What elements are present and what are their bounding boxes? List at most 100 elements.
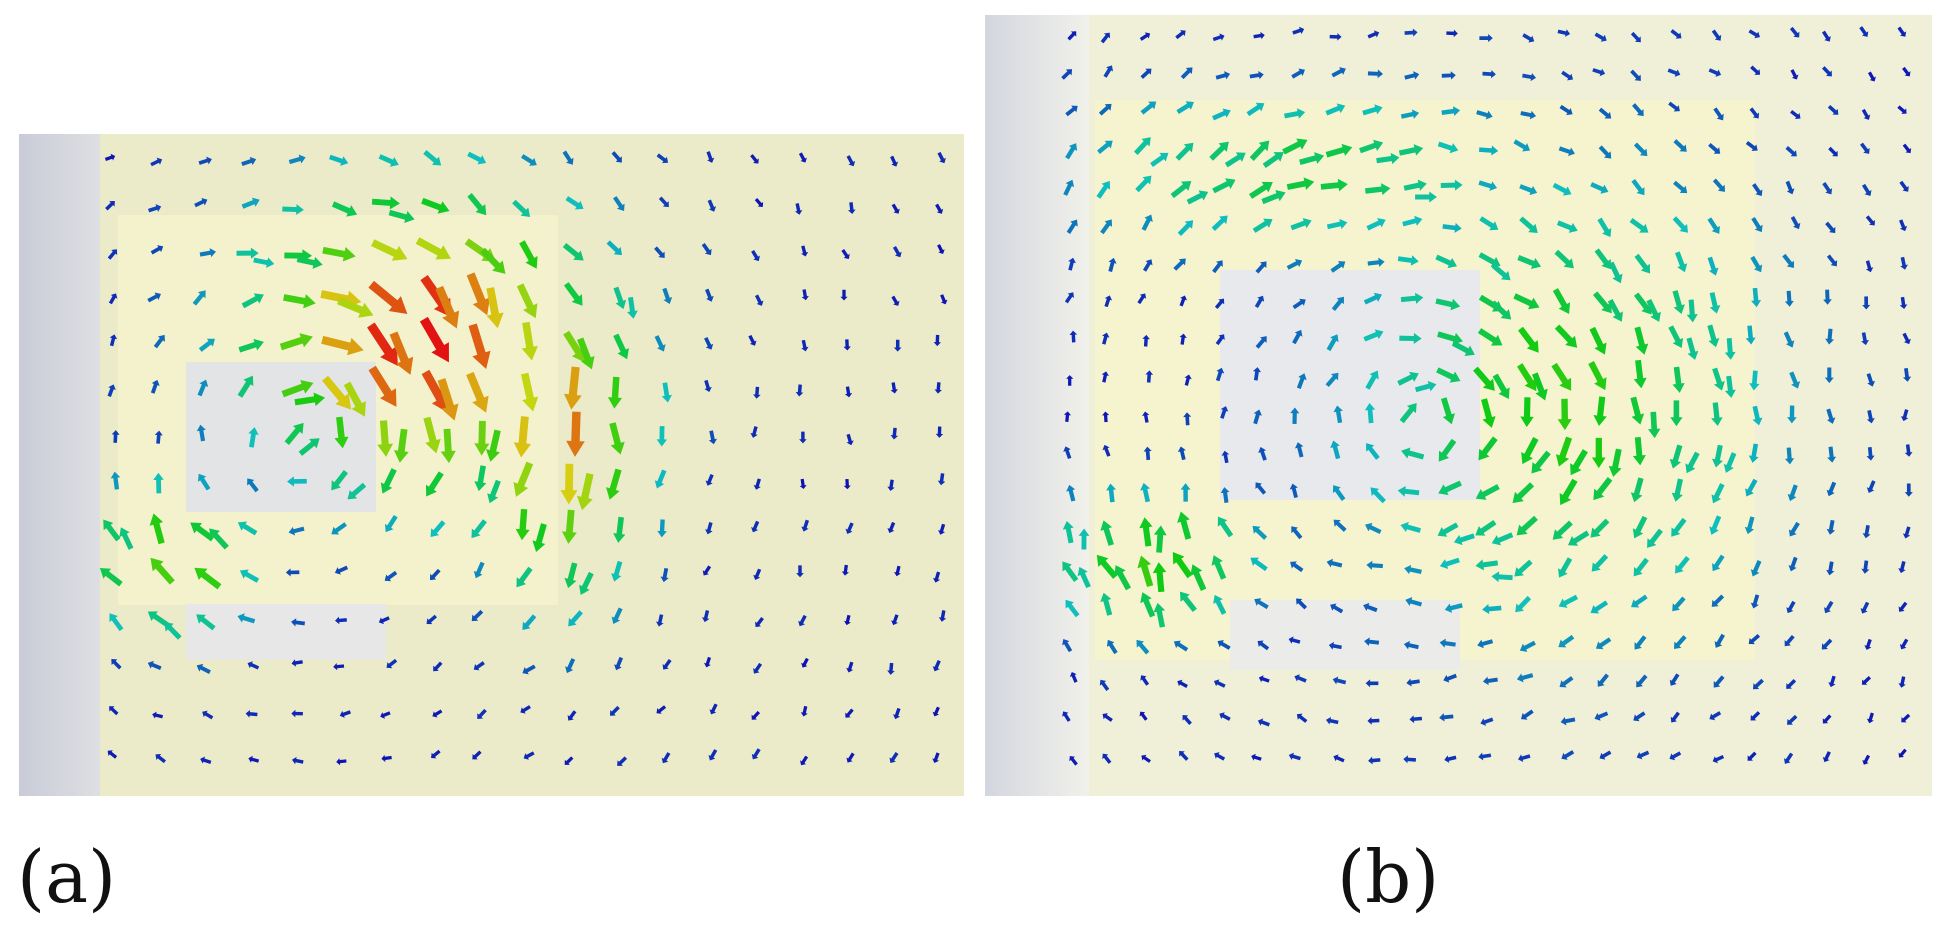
current-arrow — [1712, 367, 1725, 391]
current-arrow — [432, 709, 443, 718]
current-arrow — [893, 565, 901, 577]
current-arrow — [1399, 332, 1422, 345]
current-arrow — [1140, 675, 1150, 686]
current-arrow — [371, 196, 400, 210]
current-arrow — [153, 334, 165, 349]
current-arrow — [1365, 679, 1379, 688]
current-arrow — [1404, 28, 1418, 37]
current-arrow — [471, 519, 487, 539]
current-arrow — [150, 157, 163, 167]
current-arrow — [1713, 107, 1724, 121]
current-arrow — [1862, 524, 1871, 539]
current-arrow — [389, 331, 414, 375]
current-arrow — [1142, 259, 1153, 272]
current-arrow — [1182, 714, 1192, 725]
current-arrow — [935, 203, 944, 214]
current-arrow — [606, 468, 622, 500]
port-strip — [19, 134, 100, 796]
current-arrow — [892, 246, 902, 258]
current-arrow — [1631, 178, 1645, 196]
current-arrow — [198, 338, 215, 352]
current-arrow — [1173, 640, 1189, 652]
current-arrow — [1175, 142, 1194, 161]
current-arrow — [1598, 107, 1612, 119]
current-arrow — [846, 433, 854, 446]
current-arrow — [1478, 252, 1501, 268]
current-arrow — [202, 710, 214, 720]
current-arrow — [1292, 26, 1305, 35]
current-arrow — [567, 710, 577, 721]
current-arrow — [1221, 450, 1230, 464]
current-arrow — [937, 473, 946, 486]
current-arrow — [1518, 754, 1531, 762]
current-arrow — [658, 196, 669, 208]
current-arrow — [1827, 446, 1837, 463]
current-arrow — [705, 522, 713, 535]
current-arrow — [108, 293, 118, 305]
current-arrow — [1673, 139, 1687, 152]
current-arrow — [751, 748, 761, 760]
current-arrow — [1249, 70, 1264, 80]
current-arrow — [1177, 511, 1192, 540]
current-arrow — [843, 339, 851, 351]
current-arrow — [1481, 398, 1496, 428]
current-arrow — [1440, 179, 1463, 191]
current-arrow — [1669, 673, 1680, 686]
current-arrow — [1443, 673, 1457, 683]
current-arrow — [1531, 450, 1551, 474]
current-arrow — [1557, 398, 1572, 431]
current-arrow — [421, 197, 450, 214]
current-arrow — [1521, 709, 1534, 720]
current-arrow — [1608, 261, 1623, 284]
current-arrow — [564, 562, 578, 589]
current-arrow — [1068, 257, 1076, 271]
current-arrow — [709, 703, 718, 715]
current-arrow — [109, 613, 124, 632]
current-arrow — [1212, 178, 1236, 194]
current-arrow — [701, 243, 712, 256]
current-arrow — [1749, 107, 1760, 119]
current-arrow — [1904, 444, 1913, 457]
current-arrow — [751, 710, 761, 720]
current-arrow — [521, 321, 538, 361]
current-arrow — [192, 290, 206, 306]
current-arrow — [1748, 443, 1759, 463]
current-arrow — [284, 422, 304, 445]
current-arrow — [1255, 261, 1267, 274]
current-arrow — [1825, 328, 1835, 345]
current-arrow — [1248, 181, 1273, 199]
current-arrow — [1177, 679, 1188, 688]
current-arrow — [748, 334, 757, 346]
current-arrow — [1788, 556, 1798, 572]
current-arrow — [288, 154, 306, 165]
current-arrow — [1861, 676, 1872, 685]
current-arrow — [241, 156, 257, 167]
current-arrow — [1220, 406, 1229, 419]
current-arrow — [1255, 482, 1267, 495]
current-arrow — [1217, 640, 1231, 650]
current-arrow — [1747, 751, 1757, 761]
current-arrow — [1145, 370, 1154, 383]
current-arrow — [1477, 639, 1494, 649]
current-arrow — [1517, 255, 1542, 269]
current-arrow — [1403, 755, 1417, 764]
current-arrow — [1261, 190, 1286, 205]
current-arrow — [1789, 371, 1801, 389]
current-arrow — [1784, 752, 1794, 764]
current-arrow — [1437, 331, 1463, 345]
current-arrow — [239, 569, 260, 583]
current-arrow — [1409, 715, 1423, 724]
current-arrow — [1063, 179, 1075, 196]
current-arrow — [1516, 673, 1534, 683]
current-arrow — [1401, 447, 1425, 460]
current-arrow — [1143, 446, 1152, 461]
current-arrow — [466, 272, 490, 316]
current-arrow — [1367, 717, 1380, 725]
current-arrow — [1437, 141, 1459, 154]
current-arrow — [1102, 332, 1110, 345]
current-arrow — [1670, 29, 1682, 39]
current-arrow — [515, 508, 530, 541]
current-arrow — [1262, 152, 1284, 169]
